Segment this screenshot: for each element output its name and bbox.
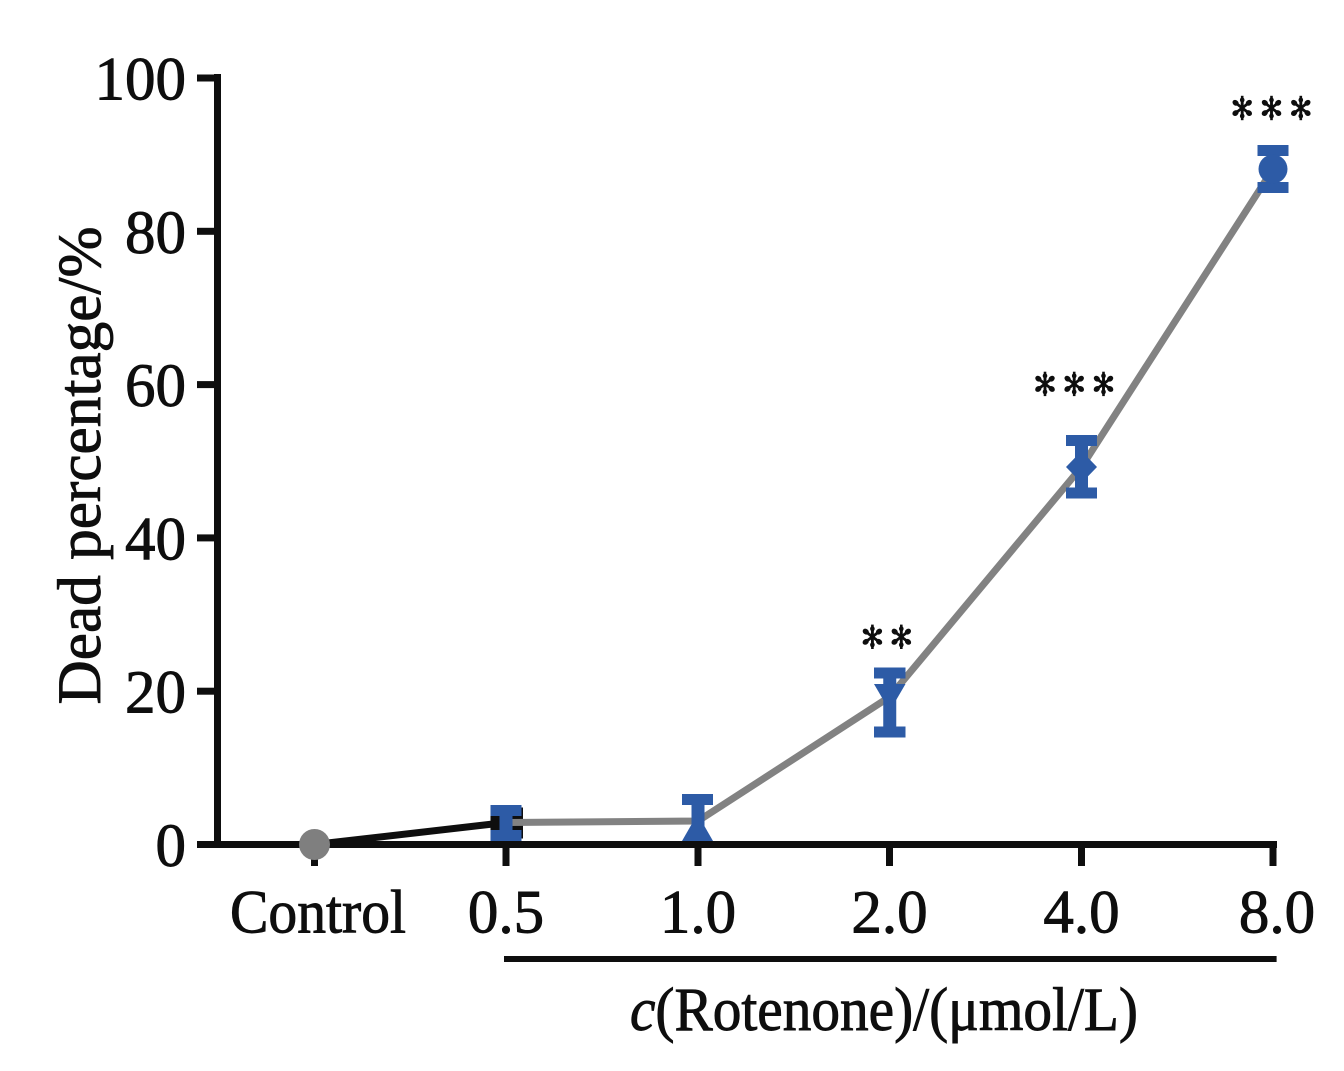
svg-text:8.0: 8.0 [1239,880,1315,947]
svg-text:80: 80 [125,200,186,267]
svg-text:20: 20 [125,660,186,727]
svg-text:60: 60 [125,353,186,420]
svg-text:0: 0 [156,813,187,880]
svg-text:4.0: 4.0 [1043,880,1119,947]
svg-text:0.5: 0.5 [468,880,544,947]
svg-text:c(Rotenone)/(μmol/L): c(Rotenone)/(μmol/L) [630,977,1138,1044]
svg-text:Dead percentage/%: Dead percentage/% [47,226,114,704]
svg-text:2.0: 2.0 [851,880,927,947]
svg-text:40: 40 [125,506,186,573]
svg-text:100: 100 [95,47,187,114]
svg-text:1.0: 1.0 [660,880,736,947]
svg-text:Control: Control [230,880,406,947]
